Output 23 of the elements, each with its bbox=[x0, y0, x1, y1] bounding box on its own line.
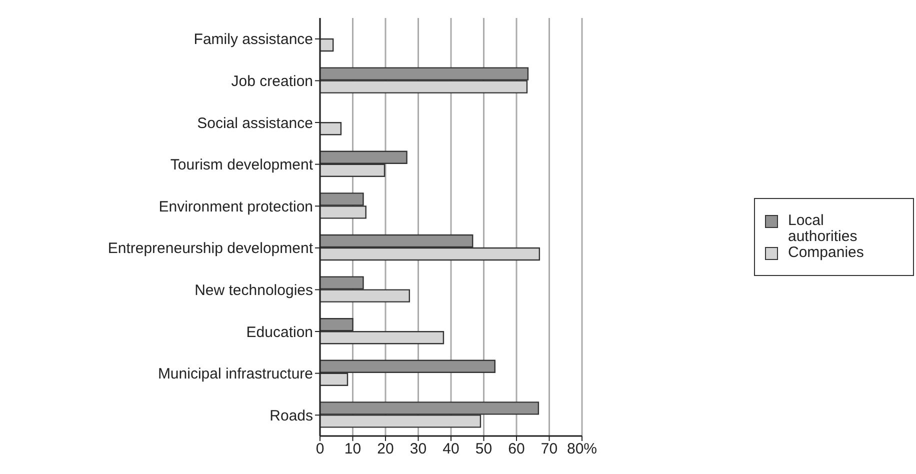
legend-label: Local authorities bbox=[788, 212, 858, 245]
y-tick-label: Environment protection bbox=[158, 198, 313, 216]
x-tick-label: 0 bbox=[316, 440, 324, 458]
y-tick-label: Entrepreneurship development bbox=[108, 240, 314, 258]
y-tick-label: Education bbox=[246, 324, 313, 341]
x-tick-label: 20 bbox=[377, 440, 394, 458]
y-tick-label: Social assistance bbox=[197, 114, 313, 132]
x-tick-label: 60 bbox=[508, 440, 525, 458]
x-tick-label: 80% bbox=[566, 440, 598, 458]
bar bbox=[320, 122, 342, 136]
y-tick-label: Job creation bbox=[231, 73, 313, 90]
x-tick-label: 30 bbox=[410, 440, 427, 458]
y-tick-label: New technologies bbox=[194, 282, 313, 300]
legend-label: Companies bbox=[788, 244, 865, 261]
y-tick-label: Family assistance bbox=[194, 31, 313, 48]
x-tick-label: 40 bbox=[442, 440, 460, 458]
y-tick-label: Tourism development bbox=[170, 156, 314, 174]
x-tick-label: 50 bbox=[475, 440, 492, 458]
y-tick-label: Roads bbox=[270, 407, 313, 424]
y-tick-label: Municipal infrastructure bbox=[158, 366, 313, 383]
x-tick-label: 10 bbox=[344, 440, 362, 458]
bar bbox=[320, 38, 334, 52]
x-tick-label: 70 bbox=[540, 440, 558, 458]
